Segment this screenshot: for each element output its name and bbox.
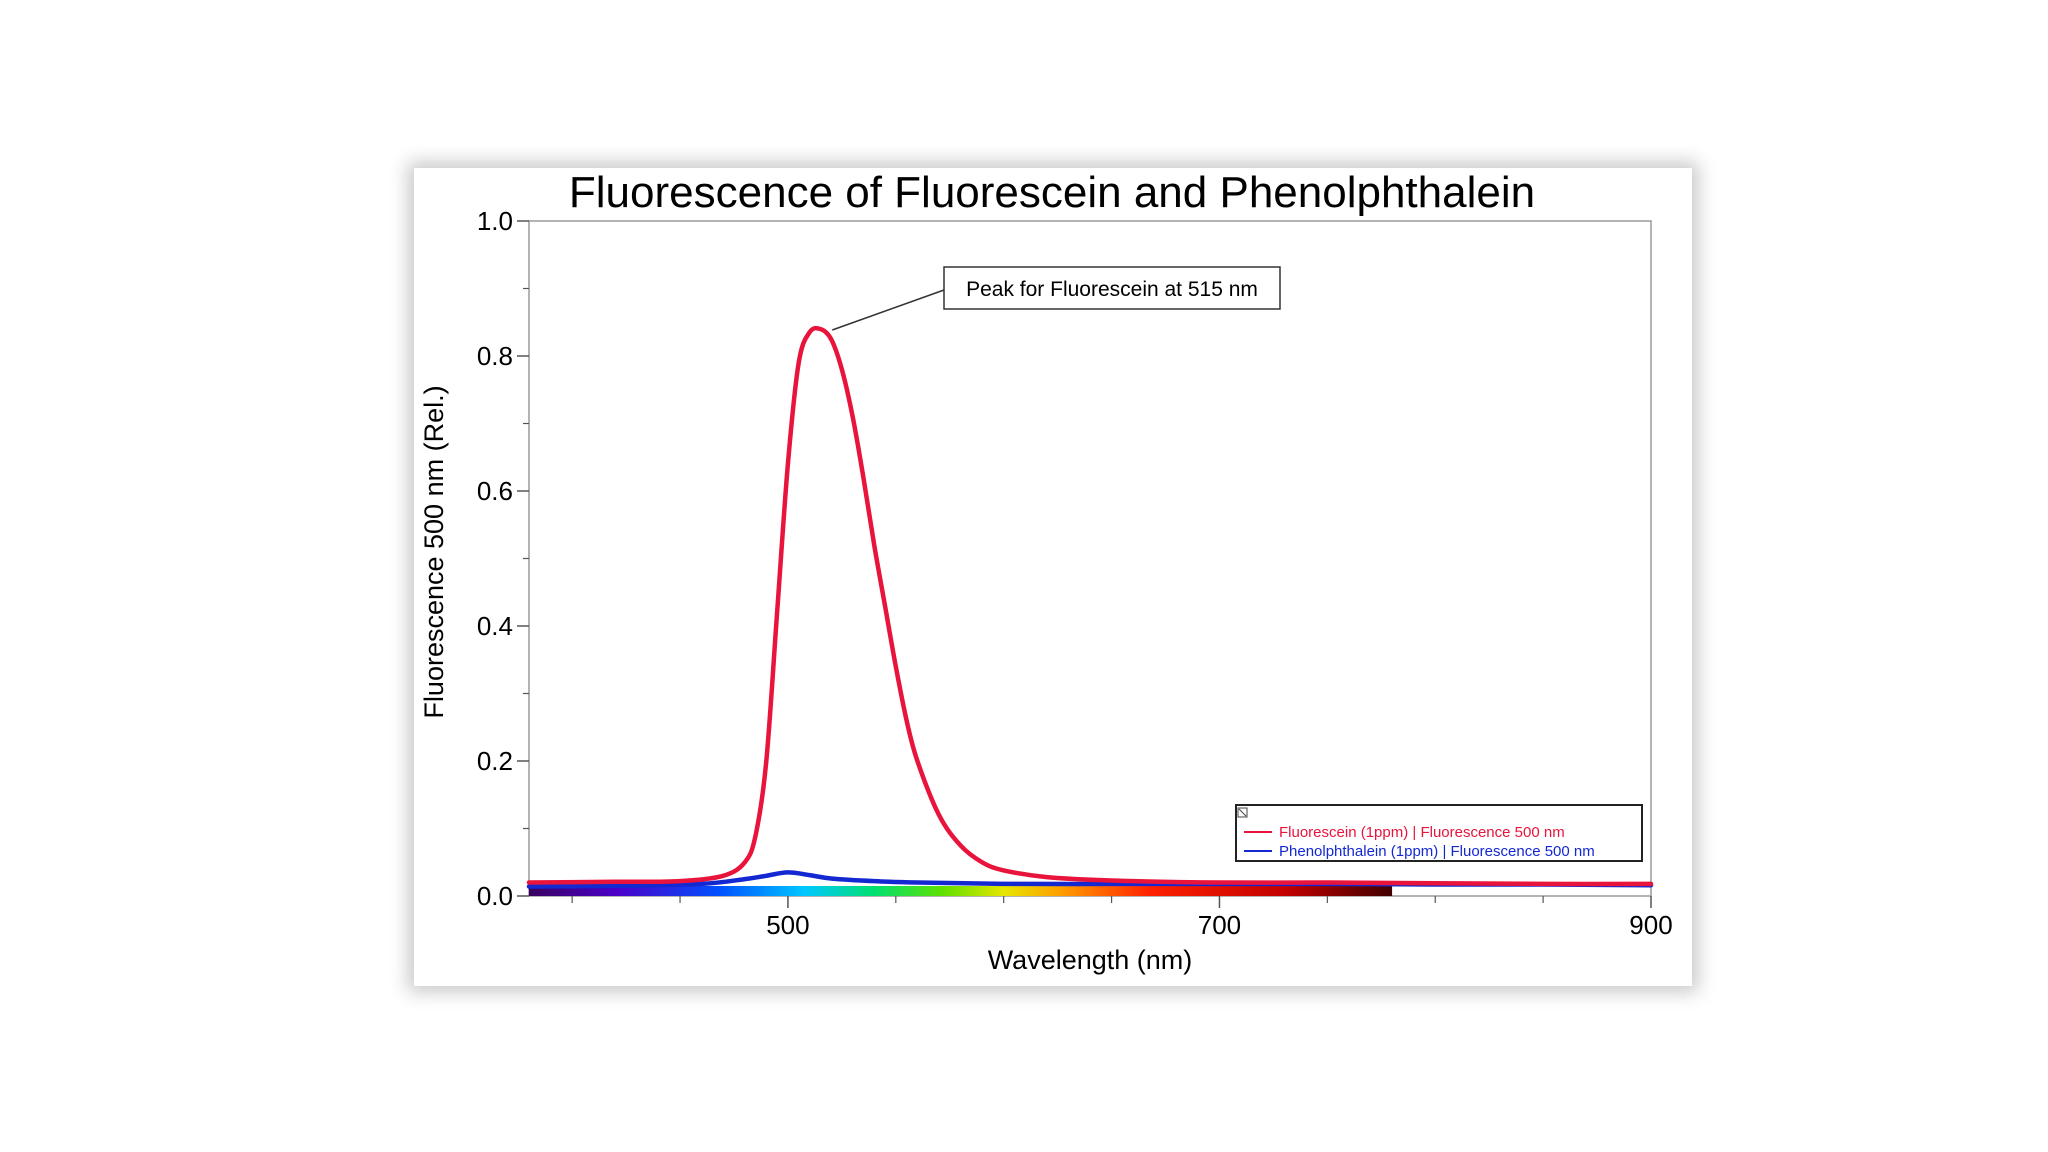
legend-box: [1235, 804, 1643, 862]
x-tick-label: 500: [766, 910, 809, 940]
spectrum-band: [529, 886, 1393, 896]
x-tick-label: 900: [1629, 910, 1672, 940]
legend-close-icon-mark: [1238, 808, 1247, 817]
y-tick-label: 0.8: [477, 341, 513, 371]
legend-label-fluorescein: Fluorescein (1ppm) | Fluorescence 500 nm: [1279, 824, 1565, 841]
y-tick-label: 0.2: [477, 746, 513, 776]
plot-area: [528, 220, 1652, 897]
annotation-box: [943, 266, 1281, 310]
y-tick-label: 1.0: [477, 206, 513, 236]
chart-title: Fluorescence of Fluorescein and Phenolph…: [569, 168, 1535, 217]
y-tick-label: 0.4: [477, 611, 513, 641]
annotation-text: Peak for Fluorescein at 515 nm: [966, 278, 1258, 301]
peak-annotation: Peak for Fluorescein at 515 nm: [832, 266, 1281, 331]
y-axis-label: Fluorescence 500 nm (Rel.): [419, 385, 449, 718]
legend-label-phenolphthalein: Phenolphthalein (1ppm) | Fluorescence 50…: [1279, 843, 1595, 860]
legend: Fluorescein (1ppm) | Fluorescence 500 nm…: [1235, 804, 1643, 862]
annotation-leader: [832, 289, 945, 331]
y-axis: 0.0 0.2 0.4 0.6 0.8 1.0: [477, 206, 529, 911]
y-tick-label: 0.6: [477, 476, 513, 506]
series-line-fluorescein: [526, 325, 1654, 887]
x-axis-label: Wavelength (nm): [988, 945, 1193, 975]
x-tick-label: 700: [1198, 910, 1241, 940]
x-axis: 500 700 900: [571, 896, 1673, 940]
series-layer: [526, 325, 1654, 889]
y-tick-label: 0.0: [477, 881, 513, 911]
